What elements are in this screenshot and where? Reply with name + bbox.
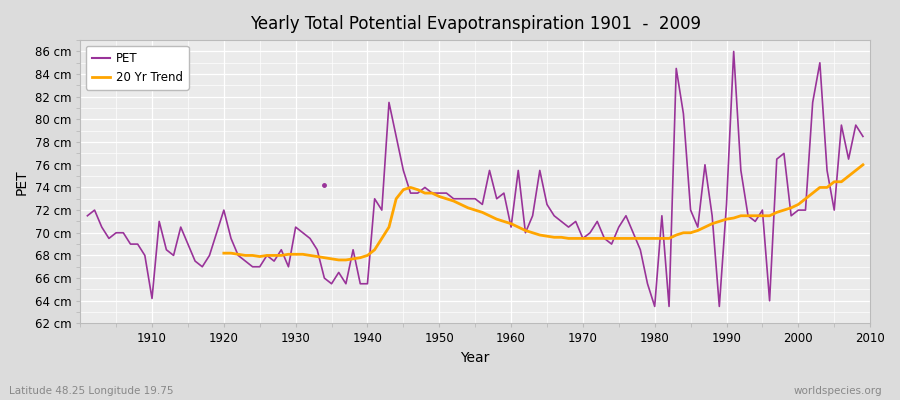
- Text: worldspecies.org: worldspecies.org: [794, 386, 882, 396]
- Legend: PET, 20 Yr Trend: PET, 20 Yr Trend: [86, 46, 188, 90]
- Y-axis label: PET: PET: [15, 169, 29, 194]
- Text: Latitude 48.25 Longitude 19.75: Latitude 48.25 Longitude 19.75: [9, 386, 174, 396]
- Title: Yearly Total Potential Evapotranspiration 1901  -  2009: Yearly Total Potential Evapotranspiratio…: [249, 15, 701, 33]
- X-axis label: Year: Year: [461, 351, 490, 365]
